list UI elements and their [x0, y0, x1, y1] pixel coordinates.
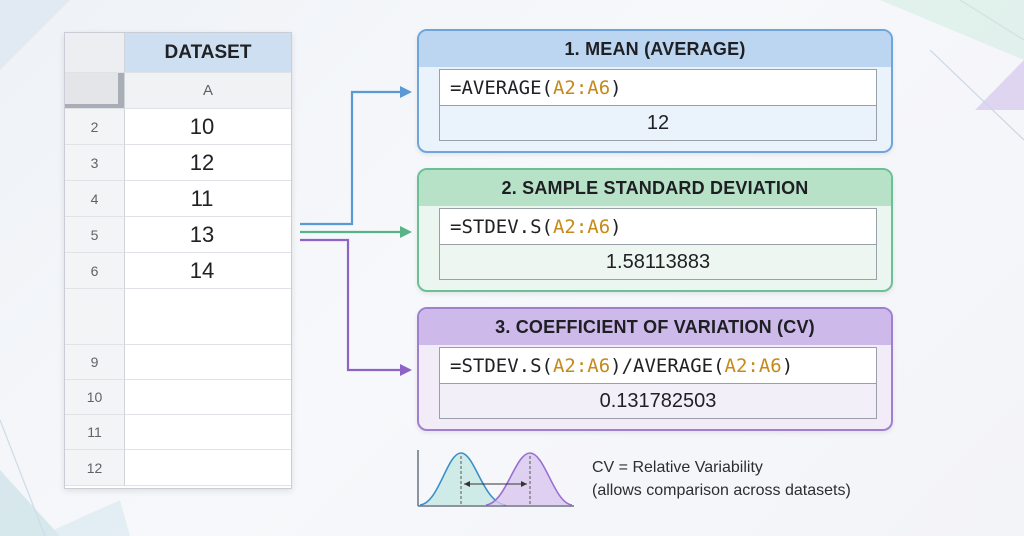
- table-row: 4 11: [65, 181, 291, 217]
- cv-card-title: 3. COEFFICIENT OF VARIATION (CV): [419, 309, 891, 345]
- formula-text: =STDEV.S(: [450, 354, 553, 377]
- formula-text: ): [610, 215, 622, 238]
- row-number[interactable]: 3: [65, 145, 125, 181]
- row-number[interactable]: 11: [65, 415, 125, 450]
- sd-result: 1.58113883: [439, 244, 877, 280]
- cv-note-line2: (allows comparison across datasets): [592, 482, 851, 499]
- distribution-curves-icon: [417, 450, 574, 507]
- mean-card: 1. MEAN (AVERAGE) =AVERAGE(A2:A6) 12: [417, 29, 893, 153]
- arrow-head-sd: [400, 226, 412, 238]
- row-number[interactable]: 6: [65, 253, 125, 289]
- formula-range-ref: A2:A6: [552, 215, 611, 238]
- table-row: 12: [65, 450, 291, 486]
- data-cell[interactable]: [125, 380, 291, 415]
- standard-deviation-card: 2. SAMPLE STANDARD DEVIATION =STDEV.S(A2…: [417, 168, 893, 292]
- data-cell[interactable]: 11: [125, 181, 291, 217]
- data-cell[interactable]: [125, 415, 291, 450]
- row-number[interactable]: 2: [65, 109, 125, 145]
- table-row: 5 13: [65, 217, 291, 253]
- table-row: 2 10: [65, 109, 291, 145]
- data-cell[interactable]: 14: [125, 253, 291, 289]
- data-cell[interactable]: [125, 345, 291, 380]
- table-row: 6 14: [65, 253, 291, 289]
- table-row: 9: [65, 345, 291, 380]
- spreadsheet: DATASET A 2 10 3 12 4 11 5 13 6 14 9 10 11 12: [64, 32, 292, 489]
- dataset-title: DATASET: [125, 33, 291, 73]
- sd-formula[interactable]: =STDEV.S(A2:A6): [439, 208, 877, 244]
- row-number[interactable]: 9: [65, 345, 125, 380]
- row-number[interactable]: 4: [65, 181, 125, 217]
- formula-range-ref: A2:A6: [552, 76, 611, 99]
- table-row: 10: [65, 380, 291, 415]
- mean-card-title: 1. MEAN (AVERAGE): [419, 31, 891, 67]
- column-header-a[interactable]: A: [125, 73, 291, 109]
- data-cell[interactable]: [125, 450, 291, 486]
- formula-text: ): [610, 76, 622, 99]
- data-cell[interactable]: 13: [125, 217, 291, 253]
- data-cell[interactable]: 10: [125, 109, 291, 145]
- arrow-head-mean: [400, 86, 412, 98]
- header-corner-cell: [65, 33, 125, 73]
- formula-text: )/AVERAGE(: [610, 354, 725, 377]
- table-row: 3 12: [65, 145, 291, 181]
- arrow-to-mean: [300, 90, 400, 226]
- mean-result: 12: [439, 105, 877, 141]
- row-number[interactable]: 5: [65, 217, 125, 253]
- row-number[interactable]: 12: [65, 450, 125, 486]
- column-header-row: A: [65, 73, 291, 109]
- sd-card-title: 2. SAMPLE STANDARD DEVIATION: [419, 170, 891, 206]
- formula-text: ): [781, 354, 794, 377]
- cv-formula[interactable]: =STDEV.S(A2:A6)/AVERAGE(A2:A6): [439, 347, 877, 383]
- arrow-to-cv: [300, 238, 400, 372]
- formula-range-ref: A2:A6: [724, 354, 782, 377]
- arrow-head-cv: [400, 364, 412, 376]
- data-cell[interactable]: [125, 289, 291, 345]
- mean-formula[interactable]: =AVERAGE(A2:A6): [439, 69, 877, 105]
- select-all-corner[interactable]: [65, 73, 125, 109]
- formula-text: =STDEV.S(: [450, 215, 553, 238]
- table-row: 11: [65, 415, 291, 450]
- data-cell[interactable]: 12: [125, 145, 291, 181]
- table-row: [65, 289, 291, 345]
- cv-result: 0.131782503: [439, 383, 877, 419]
- row-number[interactable]: 10: [65, 380, 125, 415]
- coefficient-of-variation-card: 3. COEFFICIENT OF VARIATION (CV) =STDEV.…: [417, 307, 893, 431]
- sheet-header-row: DATASET: [65, 33, 291, 73]
- formula-range-ref: A2:A6: [552, 354, 611, 377]
- row-number[interactable]: [65, 289, 125, 345]
- cv-note-line1: CV = Relative Variability: [592, 459, 763, 476]
- formula-text: =AVERAGE(: [450, 76, 553, 99]
